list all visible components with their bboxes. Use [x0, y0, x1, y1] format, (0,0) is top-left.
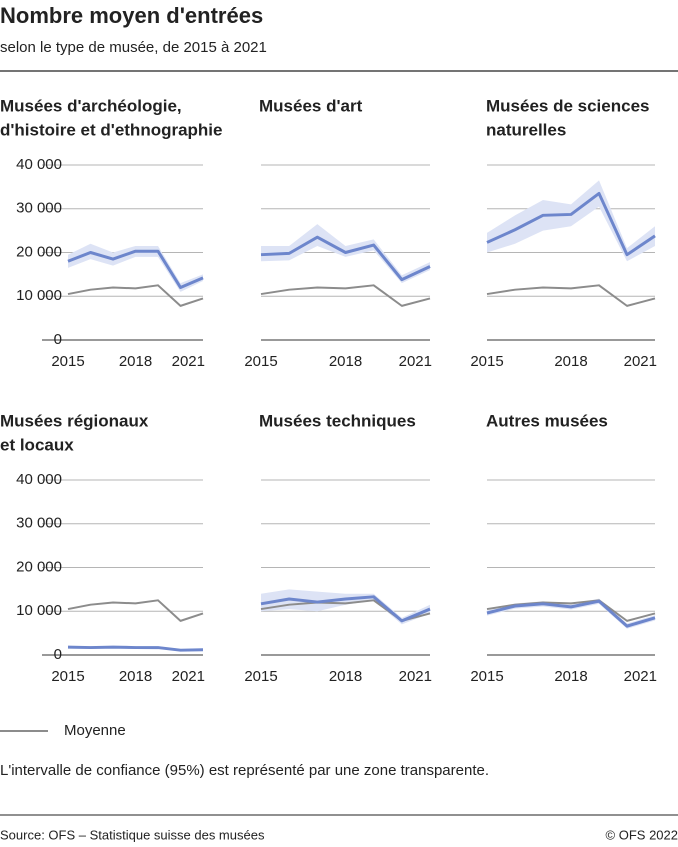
panel-title: Musées d'archéologie, — [0, 96, 182, 115]
x-tick-label: 2021 — [624, 668, 657, 685]
note: L'intervalle de confiance (95%) est repr… — [0, 762, 489, 779]
panel-title: Musées régionaux — [0, 411, 149, 430]
x-tick-label: 2015 — [51, 353, 84, 370]
panel-title: d'histoire et d'ethnographie — [0, 120, 223, 139]
x-tick-label: 2021 — [172, 668, 205, 685]
x-tick-label: 2018 — [119, 668, 152, 685]
title: Nombre moyen d'entrées — [0, 3, 263, 28]
x-tick-label: 2015 — [244, 353, 277, 370]
series-line — [260, 235, 431, 282]
series-line — [486, 599, 656, 622]
x-tick-label: 2021 — [172, 353, 205, 370]
x-tick-label: 2018 — [554, 353, 587, 370]
x-tick-label: 2015 — [244, 668, 277, 685]
series-line — [67, 249, 204, 289]
x-tick-label: 2021 — [399, 353, 432, 370]
legend-label: Moyenne — [64, 722, 126, 739]
panel-title: et locaux — [0, 435, 74, 454]
y-tick-label: 0 — [54, 331, 62, 348]
x-tick-label: 2018 — [329, 353, 362, 370]
x-tick-label: 2015 — [470, 353, 503, 370]
y-tick-label: 20 000 — [16, 243, 62, 260]
series-line — [260, 595, 431, 623]
series-line — [486, 284, 656, 307]
y-tick-label: 10 000 — [16, 602, 62, 619]
x-tick-label: 2021 — [624, 353, 657, 370]
y-tick-label: 30 000 — [16, 200, 62, 217]
copyright: © OFS 2022 — [606, 827, 678, 842]
confidence-band — [261, 589, 430, 625]
x-tick-label: 2015 — [470, 668, 503, 685]
series-line — [67, 284, 204, 307]
x-tick-label: 2018 — [329, 668, 362, 685]
y-tick-label: 10 000 — [16, 287, 62, 304]
panel-title: naturelles — [486, 120, 566, 139]
y-tick-label: 40 000 — [16, 471, 62, 488]
x-tick-label: 2018 — [119, 353, 152, 370]
subtitle: selon le type de musée, de 2015 à 2021 — [0, 39, 267, 56]
series-line — [67, 645, 204, 652]
y-tick-label: 0 — [54, 646, 62, 663]
x-tick-label: 2021 — [399, 668, 432, 685]
y-tick-label: 30 000 — [16, 515, 62, 532]
series-line — [486, 191, 656, 257]
panel-title: Autres musées — [486, 411, 608, 430]
panel-title: Musées de sciences — [486, 96, 649, 115]
series-line — [67, 599, 204, 622]
y-tick-label: 40 000 — [16, 156, 62, 173]
y-tick-label: 20 000 — [16, 558, 62, 575]
panel-title: Musées d'art — [259, 96, 363, 115]
confidence-band — [487, 180, 655, 262]
series-line — [486, 599, 656, 628]
source: Source: OFS – Statistique suisse des mus… — [0, 827, 265, 842]
panel-title: Musées techniques — [259, 411, 416, 430]
x-tick-label: 2018 — [554, 668, 587, 685]
x-tick-label: 2015 — [51, 668, 84, 685]
series-line — [260, 284, 431, 307]
